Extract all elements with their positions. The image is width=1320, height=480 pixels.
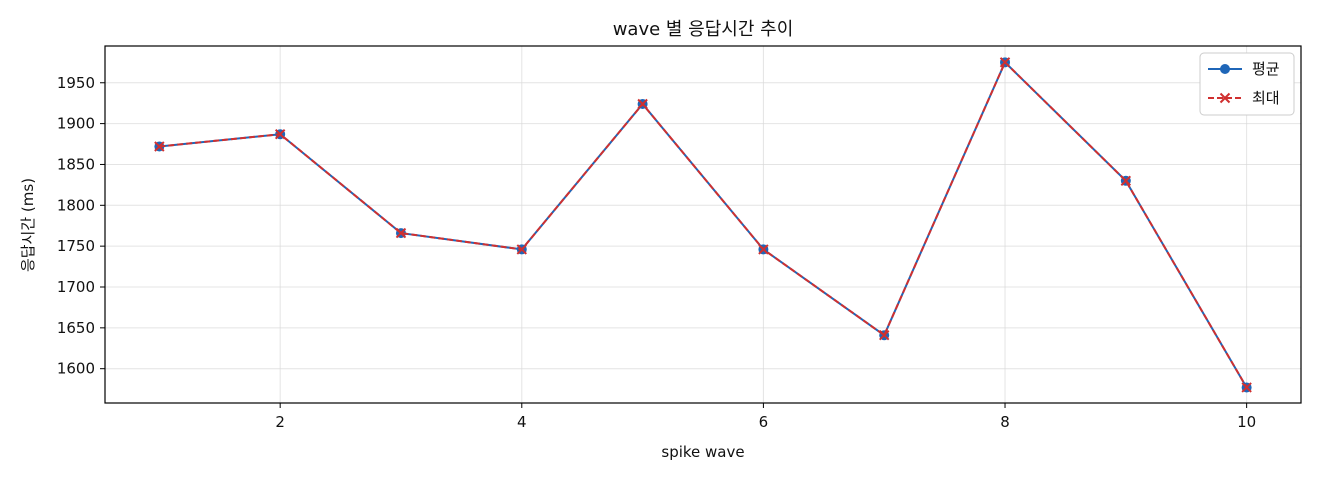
y-tick-label: 1800 bbox=[57, 196, 95, 214]
legend-label-max: 최대 bbox=[1252, 89, 1280, 107]
legend-marker-mean bbox=[1220, 64, 1230, 74]
legend-box bbox=[1199, 52, 1295, 116]
data-point-max bbox=[274, 129, 286, 140]
legend-label-mean: 평균 bbox=[1252, 60, 1280, 78]
data-point-max bbox=[637, 98, 648, 110]
y-tick-label: 1750 bbox=[57, 237, 95, 255]
plot-area-frame bbox=[104, 45, 1302, 404]
y-tick-label: 1850 bbox=[57, 155, 95, 173]
x-axis: 2 4 6 8 10 bbox=[275, 403, 1256, 431]
x-tick-label: 8 bbox=[1000, 413, 1010, 431]
data-point-max bbox=[154, 141, 165, 152]
data-point-max bbox=[1241, 382, 1252, 393]
data-point-max bbox=[1120, 175, 1132, 187]
data-point-max bbox=[999, 57, 1011, 68]
y-tick-label: 1700 bbox=[57, 278, 95, 296]
data-point-max bbox=[758, 244, 769, 255]
y-tick-label: 1600 bbox=[57, 360, 95, 378]
y-tick-label: 1900 bbox=[57, 115, 95, 133]
x-tick-label: 10 bbox=[1237, 413, 1256, 431]
series-line-mean bbox=[159, 60, 1248, 388]
x-tick-label: 2 bbox=[275, 413, 285, 431]
y-tick-label: 1950 bbox=[57, 74, 95, 92]
y-tick-label: 1650 bbox=[57, 319, 95, 337]
data-point-max bbox=[879, 329, 890, 341]
y-axis: 1600 1650 1700 1750 1800 1850 1900 1950 bbox=[57, 74, 105, 378]
series-line-max bbox=[159, 60, 1248, 388]
x-tick-label: 4 bbox=[517, 413, 527, 431]
x-axis-label: spike wave bbox=[661, 443, 744, 461]
legend: 평균 최대 bbox=[1199, 52, 1295, 116]
x-tick-label: 6 bbox=[759, 413, 769, 431]
grid bbox=[105, 46, 1301, 403]
legend-marker-max bbox=[1219, 92, 1231, 104]
y-axis-label: 응답시간 (ms) bbox=[19, 178, 37, 272]
plot-series bbox=[154, 57, 1252, 393]
data-point-max bbox=[395, 227, 407, 239]
chart-title: wave 별 응답시간 추이 bbox=[613, 19, 794, 40]
data-point-max bbox=[516, 244, 527, 255]
